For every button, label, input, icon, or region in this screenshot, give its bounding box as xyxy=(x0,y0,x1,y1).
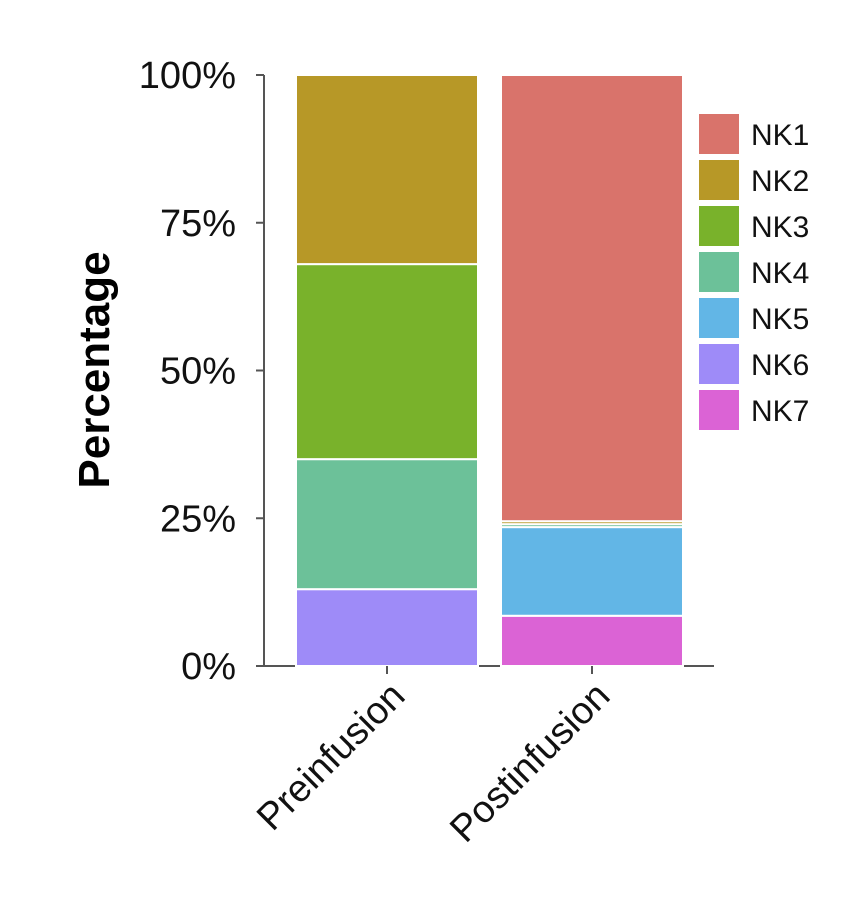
bar-segment-nk6-preinfusion xyxy=(295,588,479,667)
y-tick-label: 50% xyxy=(160,351,236,393)
bars xyxy=(295,74,684,668)
legend-swatch-nk6 xyxy=(699,344,739,384)
bar-segment-nk2-preinfusion xyxy=(295,74,479,266)
x-tick-label: Preinfusion xyxy=(249,675,413,839)
x-ticks: Preinfusion Postinfusion xyxy=(249,666,618,851)
legend-label-nk3: NK3 xyxy=(751,211,809,244)
legend-label-nk4: NK4 xyxy=(751,257,809,290)
legend-label-nk7: NK7 xyxy=(751,395,809,428)
legend-swatch-nk5 xyxy=(699,298,739,338)
legend-swatch-nk7 xyxy=(699,390,739,430)
legend-swatch-nk4 xyxy=(699,252,739,292)
y-tick-label: 100% xyxy=(139,55,236,97)
legend-swatch-nk3 xyxy=(699,206,739,246)
legend-label-nk2: NK2 xyxy=(751,165,809,198)
bar-segment-nk4-preinfusion xyxy=(295,458,479,591)
bar-segment-nk3-preinfusion xyxy=(295,263,479,461)
legend-swatch-nk2 xyxy=(699,160,739,200)
y-axis-title: Percentage xyxy=(70,251,119,488)
bar-segment-nk5-postinfusion xyxy=(500,526,684,617)
x-tick-label: Postinfusion xyxy=(442,675,618,851)
legend-label-nk5: NK5 xyxy=(751,303,809,336)
legend-label-nk1: NK1 xyxy=(751,119,809,152)
y-tick-label: 0% xyxy=(181,646,236,688)
y-tick-label: 75% xyxy=(160,203,236,245)
legend-label-nk6: NK6 xyxy=(751,349,809,382)
bar-segment-nk1-postinfusion xyxy=(500,74,684,523)
y-ticks: 0% 25% 50% 75% 100% xyxy=(139,55,264,688)
legend-swatch-nk1 xyxy=(699,114,739,154)
y-tick-label: 25% xyxy=(160,498,236,540)
bar-segment-nk7-postinfusion xyxy=(500,614,684,668)
legend: NK1 NK2 NK3 NK4 NK5 NK6 NK7 xyxy=(699,114,809,430)
